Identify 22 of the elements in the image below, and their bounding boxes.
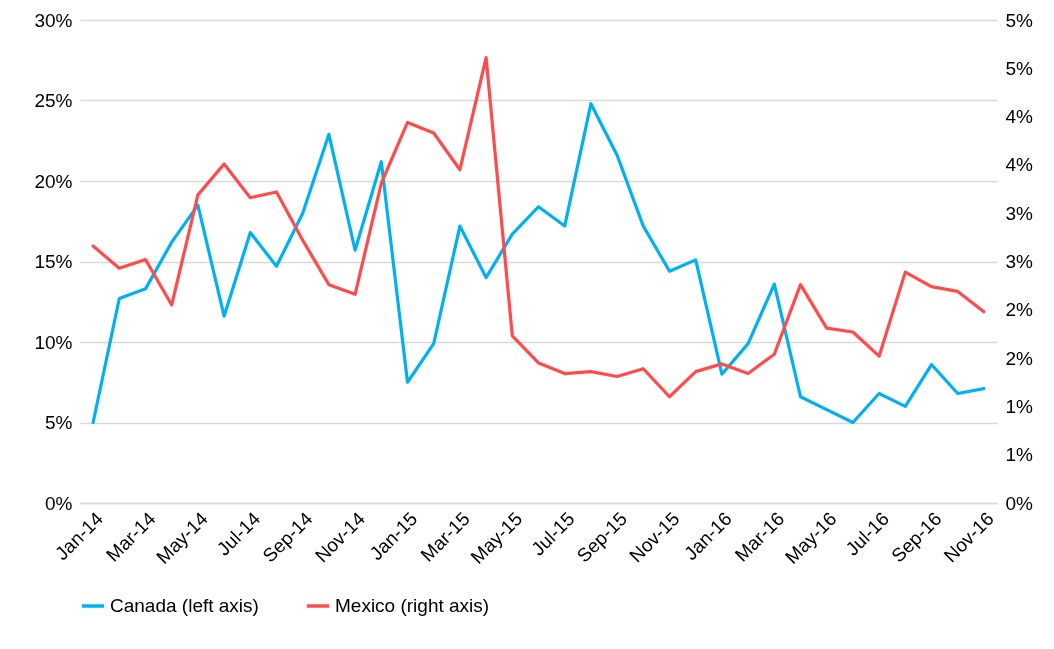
- y2-tick-label: 4%: [1005, 154, 1034, 176]
- y-tick-label: 0%: [45, 492, 73, 514]
- y2-tick-label: 5%: [1005, 9, 1034, 31]
- y2-tick-label: 0%: [1005, 492, 1034, 514]
- y-tick-label: 15%: [34, 251, 73, 272]
- y2-tick-label: 1%: [1005, 395, 1034, 417]
- y2-tick-label: 2%: [1005, 347, 1034, 369]
- y2-tick-label: 2%: [1005, 299, 1034, 321]
- y2-tick-label: 4%: [1005, 106, 1034, 128]
- line-series: [91, 56, 986, 399]
- legend-label: Canada (left axis): [110, 595, 259, 616]
- y2-tick-label: 3%: [1005, 251, 1034, 272]
- y2-tick-label: 1%: [1005, 444, 1034, 466]
- y-tick-label: 10%: [34, 331, 73, 353]
- y-tick-label: 25%: [34, 90, 73, 111]
- y2-tick-label: 5%: [1005, 57, 1034, 79]
- y-tick-label: 5%: [45, 412, 73, 433]
- legend-label: Mexico (right axis): [335, 595, 490, 616]
- y-tick-label: 20%: [34, 170, 73, 192]
- y-tick-label: 30%: [34, 9, 73, 31]
- line-series: [91, 102, 986, 425]
- y2-tick-label: 3%: [1005, 202, 1034, 224]
